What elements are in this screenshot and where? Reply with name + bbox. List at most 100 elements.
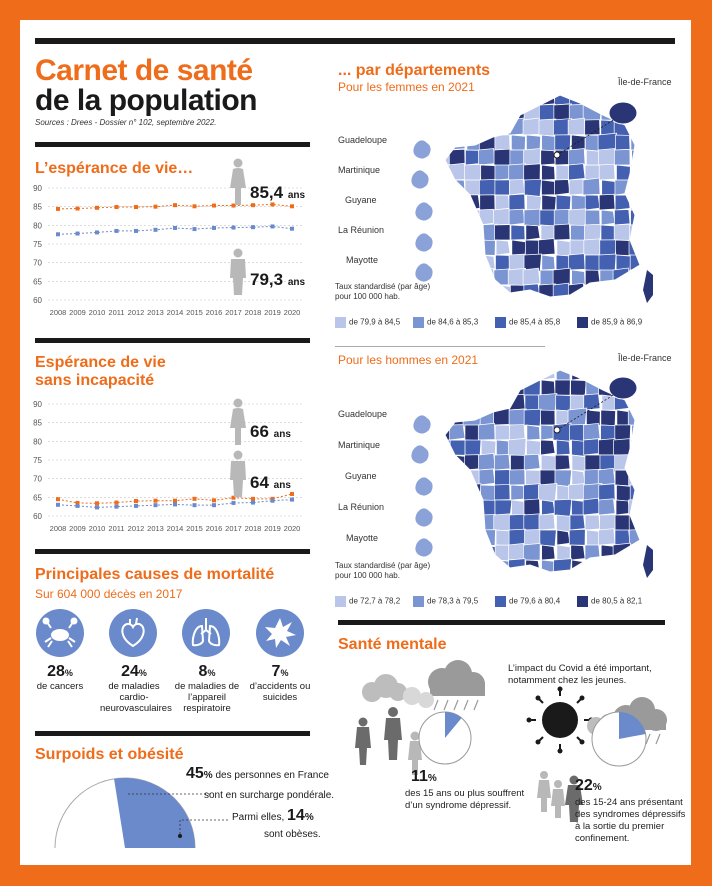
department [451,239,466,256]
department [570,544,586,561]
healthy-xtick-2013: 2013 [147,524,164,533]
department [445,409,452,427]
department [511,499,526,516]
department [523,453,541,471]
map-men-dom-3 [415,508,433,527]
department [614,529,631,546]
department [445,499,451,516]
sources-note: Sources : Drees - Dossier n° 102, septem… [35,118,217,127]
department [445,95,453,108]
healthy-xtick-2020: 2020 [284,524,301,533]
department [630,394,640,413]
healthy-series-0-point-5 [153,498,158,503]
department [445,453,452,472]
department [598,573,616,591]
department [628,498,640,516]
department [598,438,616,456]
life-xtick-2012: 2012 [128,308,145,317]
department [615,239,631,256]
department [478,468,496,486]
life-ytick-60: 60 [33,296,42,305]
department [496,439,513,458]
healthy-series-0-point-9 [231,495,236,500]
department [494,134,511,151]
department [445,484,451,501]
women-life-expectancy-value: 85,4 ans [250,183,306,202]
life-xtick-2014: 2014 [167,308,184,317]
department [583,370,601,381]
life-series-0-point-11 [270,202,275,207]
department [598,498,616,516]
department [629,254,640,273]
department [479,194,496,211]
pie-young-slice [619,712,646,739]
mental-health-illustration [355,660,667,822]
man-silhouette-icon-2 [230,450,246,497]
department [553,498,573,518]
heart-icon [109,609,157,657]
department [523,513,541,531]
healthy-ytick-70: 70 [33,475,42,484]
department [554,379,571,396]
healthy-ytick-75: 75 [33,456,42,465]
department [570,224,587,242]
map-men-departments [445,370,640,592]
department [571,269,586,286]
mortality-subtitle: Sur 604 000 décès en 2017 [35,587,183,601]
department [507,437,527,457]
department [598,163,616,181]
department [571,469,586,486]
life-series-0-point-7 [192,204,197,209]
explosion-icon [256,609,304,657]
department [584,299,600,315]
department [434,299,451,315]
healthy-series-0-point-10 [251,496,255,501]
department [556,239,573,258]
department [583,238,601,256]
department [445,542,451,561]
department [615,134,631,151]
young-depression-text: des 15-24 ans présentant des syndromes dé… [575,797,686,844]
healthy-series-1-point-10 [251,500,255,505]
department [568,483,586,501]
map-women-dom-1 [411,170,429,189]
women-france-map [411,94,653,315]
department [630,209,640,226]
healthy-series-0-point-12 [290,491,294,496]
department [510,104,526,121]
department [628,468,640,488]
department [598,148,616,166]
life-series-1-point-1 [75,231,80,236]
department [447,132,466,151]
department [493,298,510,315]
healthy-ytick-85: 85 [33,419,42,428]
healthy-series-1-point-4 [134,503,138,508]
department [450,119,466,136]
department [598,483,616,501]
life-series-1-point-6 [173,225,177,230]
department [628,513,640,533]
department [556,370,571,381]
department [538,483,558,503]
department [599,284,616,297]
department [523,283,541,297]
map-men-idf-leader [556,393,616,431]
dom-martinique-w: Martinique [338,165,381,175]
department [630,439,640,456]
department [585,284,602,297]
healthy-ytick-80: 80 [33,437,42,446]
department [465,499,481,516]
department [511,239,527,257]
department [494,469,511,486]
department [481,394,496,411]
department [541,544,556,561]
map-women-outline [444,94,641,298]
healthy-series-0-point-4 [134,499,138,504]
life-series-0-point-3 [114,205,119,210]
department [511,575,527,592]
department [509,424,526,441]
department [526,424,541,441]
department [552,267,571,286]
department [568,298,586,315]
